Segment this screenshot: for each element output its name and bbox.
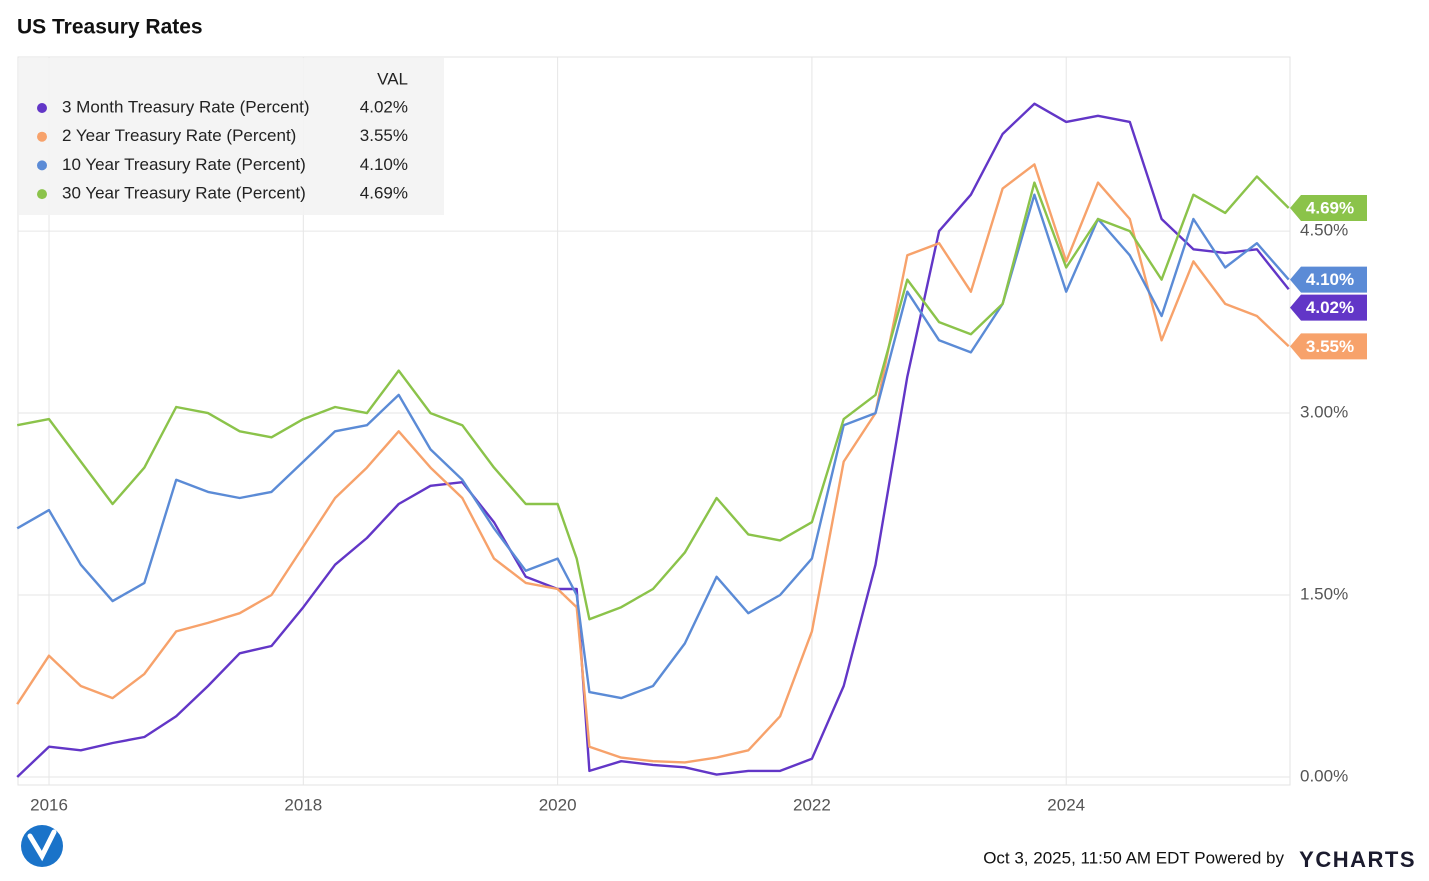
x-tick-label: 2024 [1047, 795, 1085, 814]
logo [21, 825, 63, 867]
legend-label: 10 Year Treasury Rate (Percent) [62, 155, 306, 174]
legend-marker [37, 131, 47, 142]
series-line [16, 193, 1290, 700]
legend-value: 3.55% [360, 126, 408, 145]
legend-value: 4.69% [360, 184, 408, 203]
end-tag [1290, 333, 1367, 360]
series-line [16, 102, 1290, 778]
legend-value: 4.10% [360, 155, 408, 174]
footer-text: Oct 3, 2025, 11:50 AM EDT Powered by [983, 848, 1284, 867]
end-tag-label: 4.02% [1306, 298, 1354, 317]
series-line [16, 163, 1290, 764]
x-tick-label: 2016 [30, 795, 68, 814]
legend-marker [37, 160, 47, 171]
grid: 0.00% 1.50% 3.00% 4.50% 2016 2018 2020 2022 2024 [18, 57, 1348, 814]
legend-box [19, 58, 444, 215]
legend-marker [37, 103, 47, 113]
x-tick-label: 2018 [284, 795, 322, 814]
x-tick-label: 2020 [539, 795, 577, 814]
lines [16, 102, 1290, 778]
end-tags: 4.69% 4.10% 4.02% 3.55% [1290, 195, 1367, 360]
logo-mark [27, 829, 57, 862]
legend-label: 30 Year Treasury Rate (Percent) [62, 184, 306, 203]
plot-border [17, 56, 1291, 786]
legend: 3 Month Treasury Rate (Percent) 4.02% 2 Ye… [37, 97, 408, 203]
legend-label: 2 Year Treasury Rate (Percent) [62, 126, 296, 145]
end-tag [1290, 195, 1367, 222]
end-tag [1290, 266, 1367, 293]
y-tick-label: 1.50% [1300, 585, 1348, 604]
series-line [16, 175, 1290, 621]
legend-label: 3 Month Treasury Rate (Percent) [62, 97, 310, 116]
y-tick-label: 4.50% [1300, 221, 1348, 240]
chart-title: US Treasury Rates [17, 16, 203, 39]
end-tag [1290, 294, 1367, 321]
end-tag-label: 3.55% [1306, 337, 1354, 356]
legend-value: 4.02% [360, 97, 408, 116]
legend-marker [37, 189, 47, 200]
legend-header: VAL [377, 69, 408, 88]
brand: YCHARTS [1299, 847, 1416, 872]
end-tag-label: 4.10% [1306, 270, 1354, 289]
y-tick-label: 0.00% [1300, 766, 1348, 785]
y-tick-label: 3.00% [1300, 403, 1348, 422]
x-tick-label: 2022 [793, 795, 831, 814]
end-tag-label: 4.69% [1306, 199, 1354, 218]
